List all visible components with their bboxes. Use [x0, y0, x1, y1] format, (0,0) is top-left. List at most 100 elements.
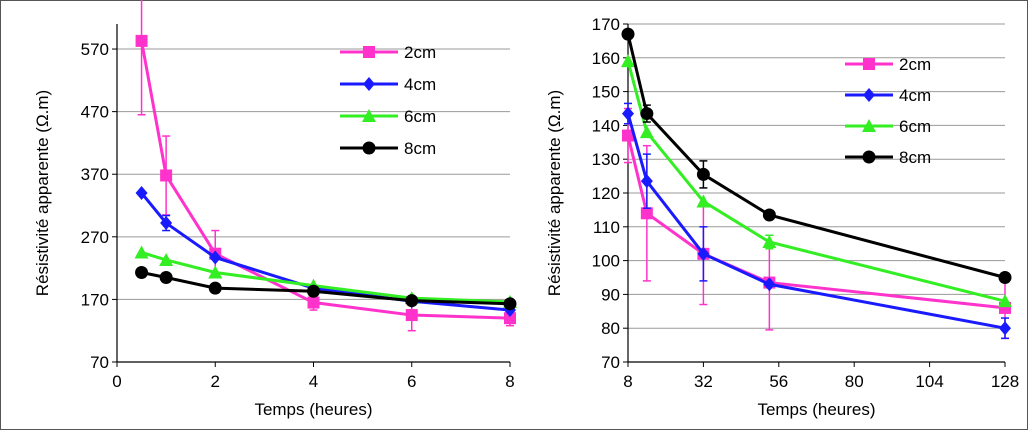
- data-point: [621, 27, 635, 41]
- y-tick-label: 70: [601, 353, 620, 372]
- data-point: [307, 296, 320, 309]
- data-point: [762, 208, 776, 222]
- legend-item: 6cm: [340, 107, 436, 126]
- chart-right: 70 80 90 100 110 120 130 140 150 160 170 8 32 56 80 104…: [545, 15, 1019, 419]
- legend-item: 8cm: [845, 148, 931, 167]
- y-tick-label: 170: [81, 290, 109, 309]
- legend-item: 4cm: [340, 75, 436, 94]
- series-line: [626, 60, 1006, 303]
- series-line: [626, 135, 1006, 310]
- data-point: [160, 216, 173, 231]
- y-tick-label: 160: [592, 49, 620, 68]
- legend-label: 2cm: [404, 43, 436, 62]
- legend-marker: [863, 58, 875, 70]
- legend-item: 4cm: [845, 86, 931, 105]
- legend: 2cm 4cm 6cm 8cm: [340, 43, 436, 158]
- legend: 2cm 4cm 6cm 8cm: [845, 55, 931, 167]
- data-point: [504, 312, 516, 325]
- series-6cm: [134, 245, 517, 308]
- x-tick-label: 56: [769, 372, 788, 391]
- data-point: [135, 186, 148, 200]
- data-point: [307, 284, 320, 298]
- series-line: [141, 251, 511, 304]
- y-tick-label: 150: [592, 83, 620, 102]
- y-tick-label: 570: [81, 40, 109, 59]
- legend-item: 8cm: [340, 139, 436, 158]
- data-point: [134, 245, 149, 259]
- data-point: [622, 129, 634, 142]
- data-point: [696, 167, 710, 181]
- data-point: [159, 271, 173, 284]
- x-tick-label: 8: [505, 372, 514, 391]
- x-tick-label: 2: [211, 372, 220, 391]
- legend-marker: [363, 77, 375, 91]
- series-2cm: [135, 0, 516, 332]
- series-4cm: [622, 102, 1011, 340]
- data-point: [998, 271, 1012, 284]
- y-tick-label: 130: [592, 150, 620, 169]
- data-point: [640, 207, 653, 220]
- legend-marker: [362, 141, 376, 155]
- legend-label: 4cm: [899, 86, 931, 105]
- legend-marker: [862, 150, 876, 164]
- y-tick-label: 470: [81, 103, 109, 122]
- x-tick-label: 0: [112, 372, 121, 391]
- y-axis-label: Résistivité apparente (Ω.m): [33, 90, 52, 296]
- y-tick-label: 120: [592, 184, 620, 203]
- data-point: [640, 174, 653, 189]
- data-point: [405, 294, 419, 308]
- data-point: [503, 297, 517, 311]
- y-tick-label: 170: [592, 15, 620, 34]
- data-point: [209, 250, 222, 265]
- y-tick-label: 100: [592, 252, 620, 271]
- legend-marker: [363, 46, 375, 58]
- data-point: [160, 169, 173, 182]
- data-point: [208, 265, 223, 279]
- x-axis-label: Temps (heures): [254, 400, 372, 419]
- x-tick-label: 128: [991, 372, 1019, 391]
- series-line: [140, 192, 511, 312]
- series-8cm: [621, 27, 1012, 284]
- data-point: [208, 281, 222, 295]
- y-tick-label: 80: [601, 319, 620, 338]
- data-point: [697, 246, 710, 261]
- legend-label: 4cm: [404, 75, 436, 94]
- legend-label: 6cm: [404, 107, 436, 126]
- x-tick-label: 8: [623, 372, 632, 391]
- data-point: [159, 252, 174, 266]
- data-point: [639, 125, 654, 139]
- data-point: [696, 194, 711, 208]
- x-tick-label: 32: [694, 372, 713, 391]
- data-point: [135, 34, 148, 47]
- legend-label: 2cm: [899, 55, 931, 74]
- series-line: [626, 113, 1006, 330]
- x-tick-label: 80: [845, 372, 864, 391]
- series-4cm: [135, 186, 516, 318]
- y-tick-label: 370: [81, 165, 109, 184]
- data-point: [135, 265, 149, 279]
- legend-label: 8cm: [899, 148, 931, 167]
- y-axis-label: Résistivité apparente (Ω.m): [545, 90, 564, 296]
- y-tick-label: 270: [81, 228, 109, 247]
- y-tick-label: 140: [592, 116, 620, 135]
- data-point: [762, 235, 777, 249]
- y-tick-label: 90: [601, 285, 620, 304]
- data-point: [622, 106, 634, 121]
- data-point: [621, 54, 635, 68]
- legend-marker: [863, 88, 875, 102]
- series-8cm: [135, 265, 517, 311]
- data-point: [640, 107, 654, 121]
- x-tick-label: 6: [407, 372, 416, 391]
- legend-marker: [862, 119, 876, 132]
- y-tick-label: 110: [593, 218, 620, 237]
- legend-item: 6cm: [845, 117, 931, 136]
- chart-left: 70 170 270 370 470 570 0 2 4 6 8 Temps (heures) Rési…: [33, 0, 517, 419]
- series-6cm: [621, 54, 1012, 308]
- data-point: [405, 309, 418, 322]
- legend-label: 6cm: [899, 117, 931, 136]
- x-tick-label: 4: [309, 372, 318, 391]
- series-line: [140, 40, 511, 320]
- data-point: [999, 321, 1011, 336]
